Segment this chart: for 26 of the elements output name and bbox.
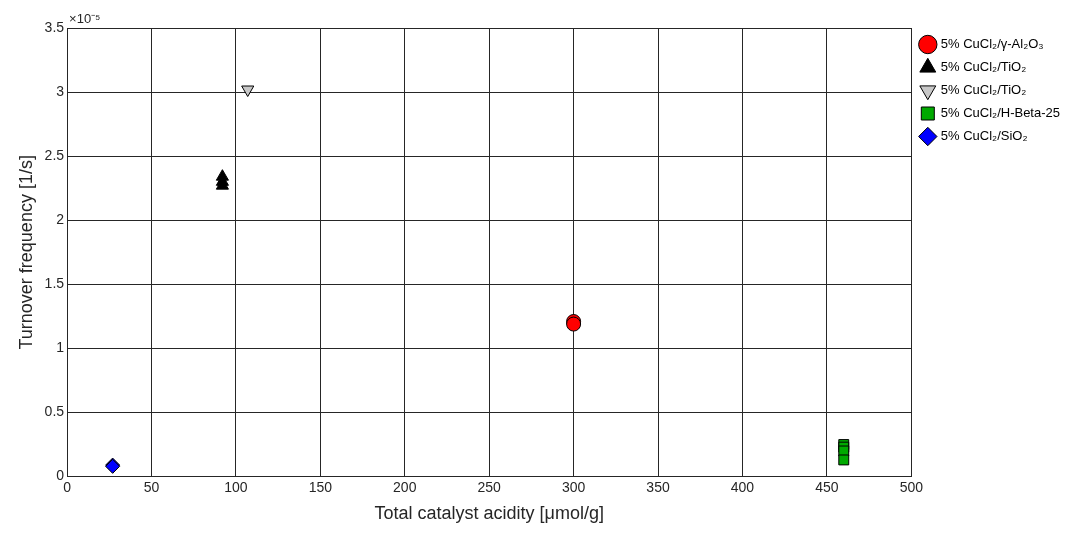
y-tick-label: 0 xyxy=(56,467,65,484)
y-tick-label: 1 xyxy=(56,339,65,356)
x-tick-label: 100 xyxy=(224,478,248,495)
legend-label: 5% CuCl₂/γ-Al₂O₃ xyxy=(940,36,1044,52)
legend-label: 5% CuCl₂/TiO₂ xyxy=(940,82,1027,98)
y-tick-label: 3.5 xyxy=(44,18,65,35)
x-tick-label: 350 xyxy=(646,478,670,495)
y-tick-label: 2.5 xyxy=(44,147,65,164)
y-tick-label: 0.5 xyxy=(44,403,65,420)
x-tick-label: 250 xyxy=(477,478,502,495)
y-tick-label: 2 xyxy=(56,211,65,228)
text: ×10⁻⁵ xyxy=(69,11,101,27)
legend-label: 5% CuCl₂/SiO₂ xyxy=(940,128,1028,144)
x-tick-label: 400 xyxy=(730,478,755,495)
legend-label: 5% CuCl₂/H-Beta-25 xyxy=(940,105,1060,121)
x-tick-label: 450 xyxy=(815,478,839,495)
x-tick-label: 150 xyxy=(308,478,333,495)
legend-label: 5% CuCl₂/TiO₂ xyxy=(940,59,1027,75)
x-tick-label: 500 xyxy=(899,478,924,495)
x-axis-title: Total catalyst acidity [μmol/g] xyxy=(374,503,604,524)
x-tick-label: 300 xyxy=(561,478,586,495)
y-tick-label: 1.5 xyxy=(44,275,65,292)
x-tick-label: 200 xyxy=(393,478,417,495)
y-tick-label: 3 xyxy=(56,82,65,99)
y-axis-title: Turnover frequency [1/s] xyxy=(15,155,36,350)
x-tick-label: 50 xyxy=(143,478,160,495)
